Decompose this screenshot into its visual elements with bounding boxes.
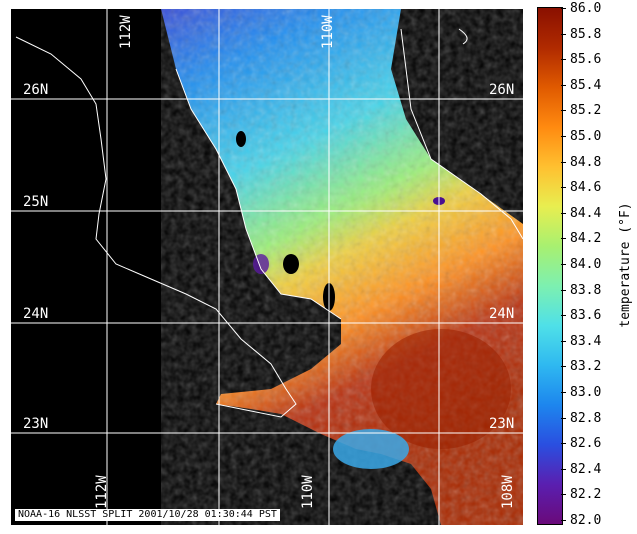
map-canvas	[11, 9, 523, 525]
lat-label-23n-left: 23N	[23, 416, 49, 432]
lon-label-112w-bottom: 112W	[94, 475, 110, 509]
colorbar-tick-mark	[561, 136, 566, 137]
colorbar-tick-mark	[561, 212, 566, 214]
colorbar-tick-mark	[561, 417, 566, 419]
colorbar-tick-label: 82.6	[570, 436, 602, 452]
colorbar-tick-label: 85.2	[570, 103, 602, 119]
graticule	[11, 9, 523, 525]
colorbar-tick-label: 83.8	[570, 282, 602, 298]
colorbar-tick-label: 85.4	[570, 77, 602, 93]
colorbar-tick-label: 84.4	[570, 205, 602, 221]
lon-label-110w-bottom: 110W	[300, 475, 316, 509]
sst-map: 26N 25N 24N 23N 26N 24N 23N 112W 110W 11…	[10, 8, 524, 526]
colorbar-tick-label: 83.0	[570, 385, 602, 400]
lat-label-23n-right: 23N	[489, 416, 515, 432]
colorbar-tick-mark	[561, 110, 566, 112]
colorbar-tick-mark	[561, 59, 566, 61]
colorbar-tick-label: 82.0	[570, 513, 602, 528]
colorbar-tick-label: 84.0	[570, 257, 602, 272]
lat-label-26n-left: 26N	[23, 82, 49, 98]
lon-label-112w-top: 112W	[118, 15, 134, 49]
colorbar-tick-mark	[561, 8, 566, 9]
lon-label-110w-top: 110W	[320, 15, 336, 49]
colorbar-tick-mark	[561, 238, 566, 240]
colorbar-tick-label: 85.8	[570, 26, 602, 42]
colorbar-tick-mark	[561, 366, 566, 368]
colorbar-tick-mark	[561, 315, 566, 317]
lat-label-24n-left: 24N	[23, 306, 49, 322]
colorbar-tick-label: 84.6	[570, 180, 602, 196]
colorbar-tick-mark	[561, 289, 566, 291]
colorbar-tick-label: 83.4	[570, 333, 602, 349]
colorbar	[537, 7, 563, 525]
colorbar-tick-label: 86.0	[570, 1, 602, 16]
coastline-gulf-west	[175, 68, 342, 320]
lon-label-108w-bottom: 108W	[500, 475, 516, 509]
colorbar-tick-label: 82.4	[570, 461, 602, 477]
colorbar-tick-mark	[561, 520, 566, 521]
colorbar-tick-mark	[561, 264, 566, 265]
lat-label-25n-left: 25N	[23, 194, 49, 210]
map-caption: NOAA-16 NLSST SPLIT 2001/10/28 01:30:44 …	[15, 509, 280, 521]
colorbar-tick-label: 85.0	[570, 129, 602, 144]
colorbar-tick-label: 84.2	[570, 231, 602, 247]
colorbar-tick-mark	[561, 84, 566, 86]
colorbar-tick-label: 84.8	[570, 154, 602, 170]
colorbar-tick-label: 82.2	[570, 487, 602, 503]
colorbar-tick-mark	[561, 494, 566, 496]
colorbar-tick-mark	[561, 187, 566, 189]
colorbar-tick-mark	[561, 33, 566, 35]
colorbar-tick-mark	[561, 443, 566, 445]
colorbar-tick-label: 82.8	[570, 410, 602, 426]
lat-label-24n-right: 24N	[489, 306, 515, 322]
colorbar-tick-label: 83.6	[570, 308, 602, 324]
colorbar-tick-label: 83.2	[570, 359, 602, 375]
warm-pool	[371, 329, 511, 449]
coastline-baja	[15, 36, 297, 418]
colorbar-tick-label: 85.6	[570, 52, 602, 68]
colorbar-tick-mark	[561, 468, 566, 470]
colorbar-tick-mark	[561, 340, 566, 342]
colorbar-tick-mark	[561, 392, 566, 393]
lat-label-26n-right: 26N	[489, 82, 515, 98]
coastline-mainland	[400, 28, 523, 240]
colorbar-tick-mark	[561, 161, 566, 163]
colorbar-title: temperature (°F)	[618, 202, 633, 328]
